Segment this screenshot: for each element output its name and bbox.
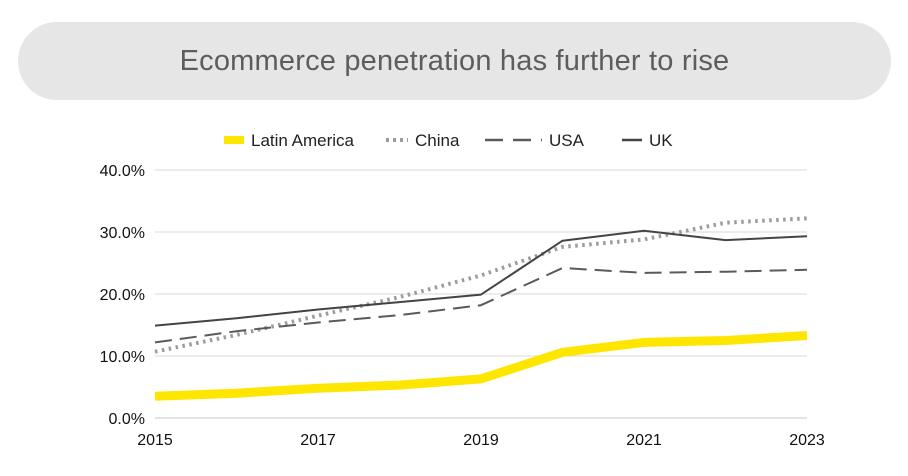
y-axis-ticks: 0.0% 10.0% 20.0% 30.0% 40.0% [100,163,145,428]
x-tick-label: 2021 [626,432,662,449]
legend-label: China [415,131,460,150]
chart-title: Ecommerce penetration has further to ris… [179,45,730,77]
legend-item-usa: USA [485,131,585,150]
legend-item-uk: UK [622,131,673,150]
series-lines [154,216,808,401]
legend-item-latin-america: Latin America [224,131,355,150]
x-tick-label: 2015 [137,432,173,449]
series-line-latin-america [154,331,808,401]
legend: Latin America China USA UK [224,131,673,150]
x-tick-label: 2019 [463,432,499,449]
x-tick-label: 2023 [789,432,825,449]
y-tick-label: 10.0% [100,349,145,366]
series-line-uk [154,229,808,327]
y-tick-label: 0.0% [109,411,145,428]
x-tick-label: 2017 [300,432,336,449]
legend-label: USA [549,131,585,150]
legend-label: UK [649,131,673,150]
legend-label: Latin America [251,131,355,150]
y-tick-label: 20.0% [100,287,145,304]
y-tick-label: 30.0% [100,225,145,242]
legend-item-china: China [386,131,460,150]
series-line-usa [154,267,808,344]
title-banner: Ecommerce penetration has further to ris… [18,22,891,100]
y-tick-label: 40.0% [100,163,145,180]
x-axis-ticks: 2015 2017 2019 2021 2023 [137,432,825,449]
